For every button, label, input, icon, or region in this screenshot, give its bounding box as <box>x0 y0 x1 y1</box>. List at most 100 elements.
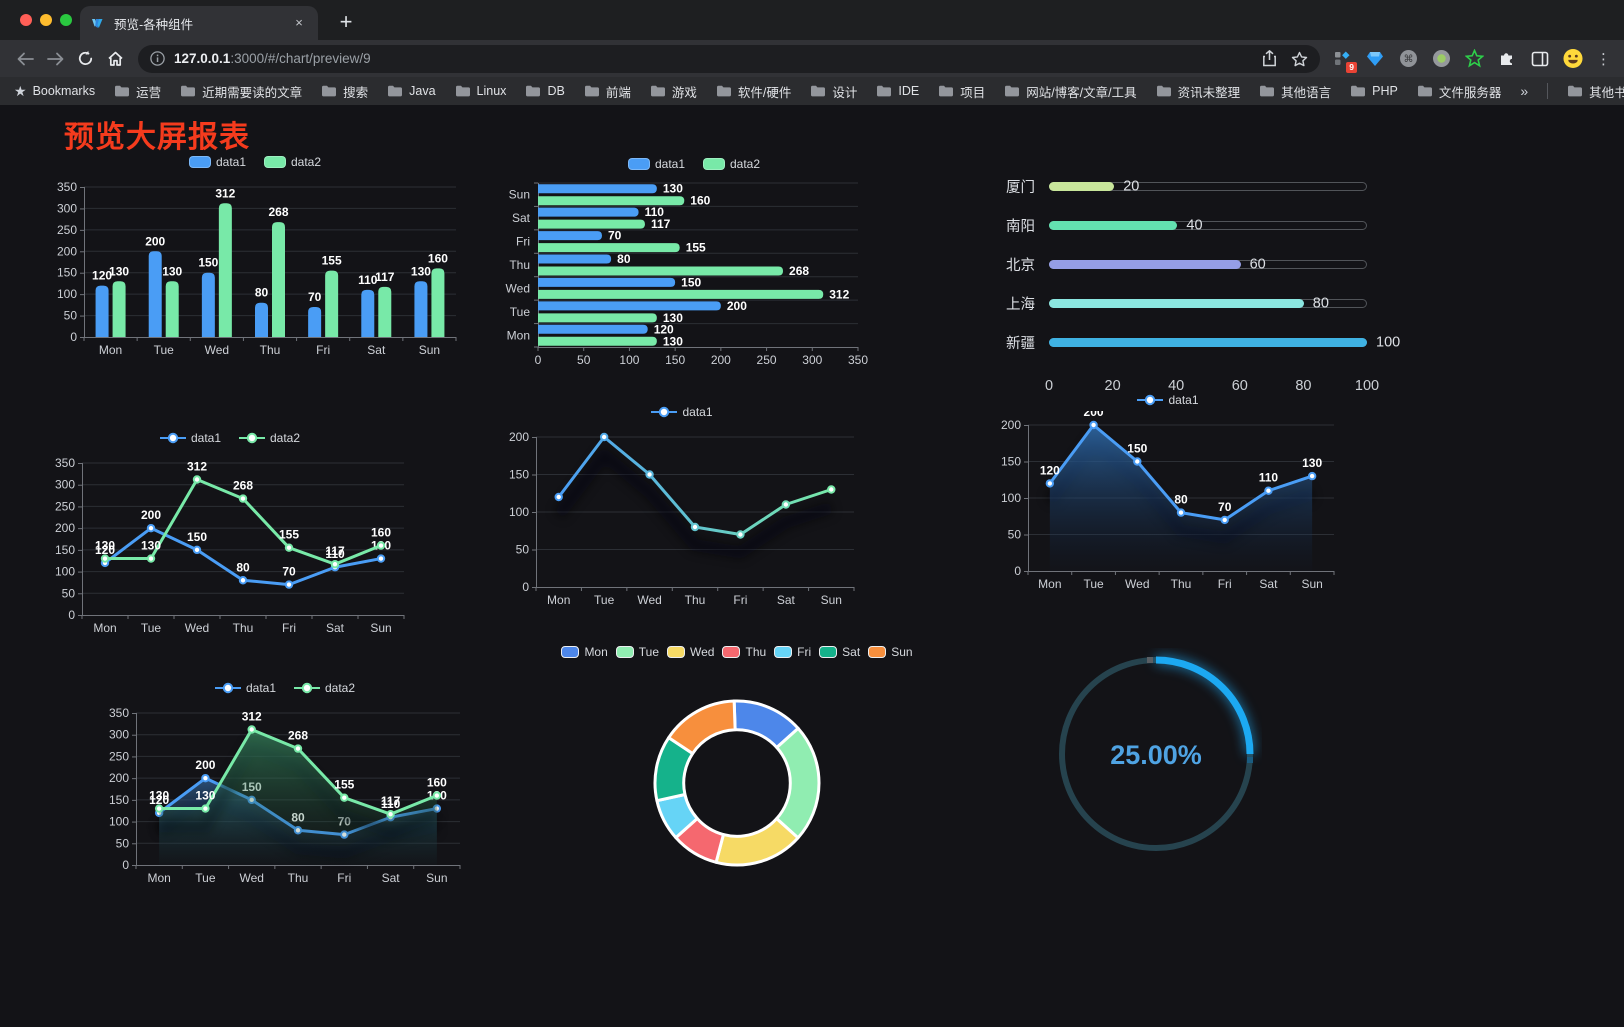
bookmark-folder[interactable]: IDE <box>876 82 919 101</box>
home-button[interactable] <box>100 44 130 74</box>
legend-label: data1 <box>654 157 685 171</box>
url-text[interactable]: 127.0.0.1:3000/#/chart/preview/9 <box>174 51 1253 66</box>
back-button[interactable] <box>10 44 40 74</box>
bookmark-star-icon[interactable] <box>1291 51 1308 67</box>
grid-diamond-extension-icon[interactable]: 9 <box>1332 49 1357 73</box>
gem-extension-icon[interactable] <box>1365 49 1385 69</box>
other-bookmarks-folder[interactable]: 其他书签 <box>1567 82 1624 101</box>
svg-text:200: 200 <box>145 234 165 248</box>
svg-text:Mon: Mon <box>547 593 570 607</box>
chart-gauge: 25.00% <box>1050 648 1262 860</box>
window-minimize-button[interactable] <box>40 14 52 26</box>
bookmarks-overflow-chevron[interactable]: » <box>1520 83 1529 99</box>
site-info-icon[interactable] <box>150 51 165 66</box>
progress-track: 100 <box>1049 334 1400 350</box>
area-two-series-plot: 0 50 100 150 200 250 300 350 Mon Tue Wed Thu Fri Sat S… <box>109 706 461 885</box>
svg-text:0: 0 <box>1014 564 1021 578</box>
profile-avatar[interactable] <box>1563 48 1583 69</box>
svg-text:⌘: ⌘ <box>1403 54 1413 65</box>
sidebar-extension-icon[interactable] <box>1530 49 1550 69</box>
legend-item[interactable]: Fri <box>774 645 811 659</box>
legend-item[interactable]: data1 <box>214 681 276 695</box>
legend-item[interactable]: data2 <box>703 157 760 171</box>
bookmark-folder[interactable]: 前端 <box>584 82 631 101</box>
bookmark-folder[interactable]: 软件/硬件 <box>716 82 791 101</box>
url-bar[interactable]: 127.0.0.1:3000/#/chart/preview/9 <box>138 44 1320 73</box>
bookmark-folder[interactable]: Linux <box>455 82 507 101</box>
svg-text:Tue: Tue <box>141 621 162 635</box>
share-icon[interactable] <box>1262 50 1277 67</box>
command-extension-icon[interactable]: ⌘ <box>1398 49 1418 69</box>
legend-swatch <box>239 432 265 444</box>
bookmark-folder[interactable]: 项目 <box>938 82 985 101</box>
browser-toolbar: 127.0.0.1:3000/#/chart/preview/9 9 <box>0 40 1624 77</box>
legend-item[interactable]: Thu <box>722 645 766 659</box>
legend-item[interactable]: Sat <box>819 645 860 659</box>
browser-tab[interactable]: 预览-各种组件 × <box>80 6 318 40</box>
bookmark-folder-label: Linux <box>476 84 507 98</box>
forward-button[interactable] <box>40 44 70 74</box>
legend-label: data2 <box>325 681 356 695</box>
folder-icon <box>650 85 665 97</box>
bookmark-folder[interactable]: 近期需要读的文章 <box>180 82 302 101</box>
green-star-extension-icon[interactable] <box>1464 49 1484 69</box>
legend-item[interactable]: data1 <box>159 431 221 445</box>
legend-item[interactable]: data1 <box>651 405 713 419</box>
legend-item[interactable]: data1 <box>1137 393 1199 407</box>
svg-text:50: 50 <box>116 836 130 850</box>
tab-close-icon[interactable]: × <box>295 15 303 30</box>
svg-text:150: 150 <box>681 275 701 289</box>
bookmark-folder[interactable]: 游戏 <box>650 82 697 101</box>
legend-item[interactable]: Mon <box>561 645 608 659</box>
svg-text:130: 130 <box>411 264 431 278</box>
puzzle-extension-icon[interactable] <box>1497 49 1517 69</box>
legend-item[interactable]: data2 <box>264 155 321 169</box>
bookmark-folder[interactable]: Java <box>387 82 436 101</box>
svg-text:Fri: Fri <box>282 621 296 635</box>
svg-text:100: 100 <box>509 505 529 519</box>
svg-text:80: 80 <box>1174 493 1188 507</box>
legend-swatch <box>264 156 286 168</box>
bookmark-folder[interactable]: 其他语言 <box>1259 82 1331 101</box>
legend-item[interactable]: Sun <box>868 645 913 659</box>
svg-text:300: 300 <box>57 201 77 215</box>
svg-text:130: 130 <box>1302 456 1322 470</box>
bookmark-folder[interactable]: 设计 <box>810 82 857 101</box>
svg-text:Fri: Fri <box>316 343 330 357</box>
legend-item[interactable]: data1 <box>188 155 246 169</box>
svg-text:130: 130 <box>141 539 161 553</box>
bookmark-folder[interactable]: 文件服务器 <box>1417 82 1501 101</box>
legend-swatch <box>819 646 838 658</box>
svg-text:350: 350 <box>109 706 129 720</box>
legend-item[interactable]: data2 <box>239 431 300 445</box>
progress-row: 新疆 100 <box>995 323 1400 362</box>
legend-label: data1 <box>245 681 276 695</box>
svg-text:160: 160 <box>371 526 391 540</box>
legend-item[interactable]: data1 <box>627 157 685 171</box>
progress-track: 80 <box>1049 295 1367 311</box>
record-extension-icon[interactable] <box>1431 49 1451 69</box>
legend-label: Sun <box>891 645 913 659</box>
bookmark-folder[interactable]: 资讯未整理 <box>1156 82 1240 101</box>
svg-text:120: 120 <box>1040 463 1060 477</box>
folder-icon <box>584 85 599 97</box>
bookmark-folder[interactable]: 搜索 <box>321 82 368 101</box>
legend-item[interactable]: Wed <box>667 645 714 659</box>
svg-text:100: 100 <box>1001 491 1021 505</box>
window-close-button[interactable] <box>20 14 32 26</box>
legend-item[interactable]: data2 <box>294 681 355 695</box>
reload-button[interactable] <box>70 44 100 74</box>
bookmark-folder[interactable]: DB <box>525 82 565 101</box>
new-tab-button[interactable]: + <box>339 9 353 34</box>
bookmark-folder[interactable]: PHP <box>1350 82 1398 101</box>
bookmark-folder[interactable]: 网站/博客/文章/工具 <box>1004 82 1137 101</box>
svg-text:200: 200 <box>109 771 129 785</box>
bookmarks-manager[interactable]: ★ Bookmarks <box>14 83 95 100</box>
svg-text:130: 130 <box>162 264 182 278</box>
svg-text:Tue: Tue <box>510 305 531 319</box>
bookmark-folder[interactable]: 运营 <box>114 82 161 101</box>
browser-menu-icon[interactable]: ⋮ <box>1596 50 1611 68</box>
svg-text:50: 50 <box>577 353 591 367</box>
legend-item[interactable]: Tue <box>615 645 659 659</box>
window-zoom-button[interactable] <box>60 14 72 26</box>
